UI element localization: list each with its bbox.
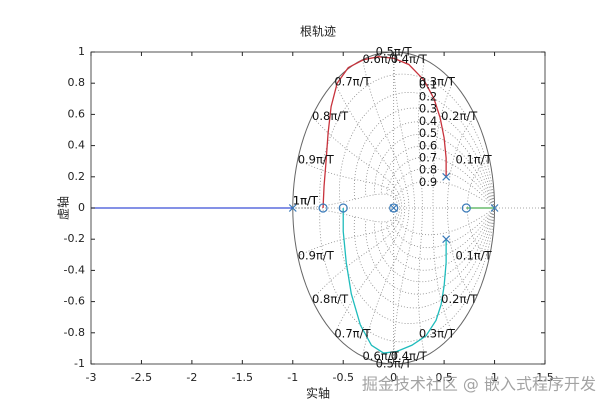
pole-marker bbox=[389, 204, 398, 212]
frequency-curve bbox=[311, 116, 403, 209]
frequency-curve bbox=[447, 116, 476, 209]
x-tick-label: -1.5 bbox=[232, 371, 253, 384]
frequency-curve bbox=[393, 207, 416, 364]
frequency-label: 0.1π/T bbox=[455, 152, 492, 166]
x-tick-label: -2 bbox=[186, 371, 197, 384]
x-tick-label: -1 bbox=[287, 371, 298, 384]
y-tick-label: -0.2 bbox=[64, 232, 85, 245]
frequency-curve bbox=[418, 59, 426, 209]
frequency-curve bbox=[466, 159, 490, 209]
damping-label: 0.6 bbox=[419, 138, 437, 152]
damping-label: 0.7 bbox=[419, 150, 437, 164]
zero-marker bbox=[461, 203, 471, 213]
frequency-label: 0.7π/T bbox=[334, 327, 371, 341]
x-tick-label: -3 bbox=[86, 371, 97, 384]
pole-marker bbox=[490, 204, 499, 212]
frequency-label: 0.3π/T bbox=[419, 327, 456, 341]
frequency-label: 0.9π/T bbox=[298, 152, 335, 166]
locus-branch bbox=[342, 208, 447, 354]
frequency-curve bbox=[393, 52, 416, 209]
damping-curve bbox=[353, 207, 495, 309]
frequency-label: 0.4π/T bbox=[391, 349, 428, 363]
y-tick-label: 0 bbox=[78, 201, 85, 214]
damping-label: 0.1 bbox=[419, 77, 437, 91]
frequency-label: 0.2π/T bbox=[441, 292, 478, 306]
locus-branch bbox=[322, 56, 447, 209]
x-tick-label: 0.5 bbox=[435, 371, 453, 384]
frequency-label: 0.8π/T bbox=[312, 292, 349, 306]
pole-marker bbox=[442, 172, 451, 181]
damping-curve bbox=[394, 180, 495, 209]
x-tick-label: 0 bbox=[390, 371, 397, 384]
plot-area bbox=[91, 52, 545, 364]
x-tick-label: -2.5 bbox=[131, 371, 152, 384]
damping-curve bbox=[386, 156, 495, 209]
damping-label: 0.5 bbox=[419, 126, 437, 140]
frequency-curve bbox=[297, 159, 401, 209]
chart-title: 根轨迹 bbox=[300, 25, 336, 39]
y-tick-label: -0.4 bbox=[64, 263, 85, 276]
zero-marker bbox=[389, 203, 399, 213]
zero-marker bbox=[338, 203, 348, 213]
damping-label: 0.3 bbox=[419, 102, 437, 116]
damping-label: 0.8 bbox=[419, 163, 437, 177]
frequency-label: 0.6π/T bbox=[362, 349, 399, 363]
frequency-label: 0.1π/T bbox=[455, 249, 492, 263]
pole-marker bbox=[288, 204, 297, 212]
watermark: 掘金技术社区 @ 嵌入式程序开发 bbox=[362, 375, 596, 394]
damping-label: 0.9 bbox=[419, 175, 437, 189]
y-tick-label: 0.2 bbox=[68, 170, 86, 183]
frequency-curve bbox=[432, 207, 454, 335]
frequency-label: 0.9π/T bbox=[298, 249, 335, 263]
x-tick-label: 1 bbox=[491, 371, 498, 384]
y-tick-label: 0.8 bbox=[68, 76, 86, 89]
zero-marker bbox=[318, 203, 328, 213]
frequency-label: 0.7π/T bbox=[334, 74, 371, 88]
frequency-curve bbox=[418, 207, 426, 357]
frequency-curve bbox=[297, 207, 401, 257]
y-axis-label: 虚轴 bbox=[56, 196, 71, 220]
pole-marker bbox=[442, 235, 451, 244]
y-tick-label: -0.8 bbox=[64, 326, 85, 339]
x-axis-label: 实轴 bbox=[306, 386, 330, 401]
x-tick-label: 1.5 bbox=[536, 371, 554, 384]
frequency-label: 0.3π/T bbox=[419, 74, 456, 88]
damping-label: 0.2 bbox=[419, 89, 437, 103]
damping-curve bbox=[353, 107, 495, 209]
frequency-curve bbox=[432, 81, 454, 209]
frequency-label: 0.6π/T bbox=[362, 52, 399, 66]
damping-label: 0.4 bbox=[419, 114, 437, 128]
y-tick-label: 1 bbox=[78, 45, 85, 58]
y-tick-label: 0.6 bbox=[68, 107, 86, 120]
frequency-curve bbox=[447, 207, 476, 300]
y-tick-label: -1 bbox=[74, 357, 85, 370]
y-tick-label: -0.6 bbox=[64, 295, 85, 308]
frequency-curve bbox=[466, 207, 490, 257]
frequency-label: 1π/T bbox=[293, 194, 319, 208]
frequency-label: 0.4π/T bbox=[391, 52, 428, 66]
frequency-label: 0.5π/T bbox=[376, 45, 413, 59]
damping-curve bbox=[394, 207, 495, 236]
x-tick-label: -0.5 bbox=[332, 371, 353, 384]
frequency-curve bbox=[311, 207, 403, 300]
frequency-label: 0.8π/T bbox=[312, 109, 349, 123]
damping-curve bbox=[386, 207, 495, 260]
y-tick-label: 0.4 bbox=[68, 139, 86, 152]
frequency-label: 0.2π/T bbox=[441, 109, 478, 123]
frequency-label: 1π/T bbox=[293, 194, 319, 208]
